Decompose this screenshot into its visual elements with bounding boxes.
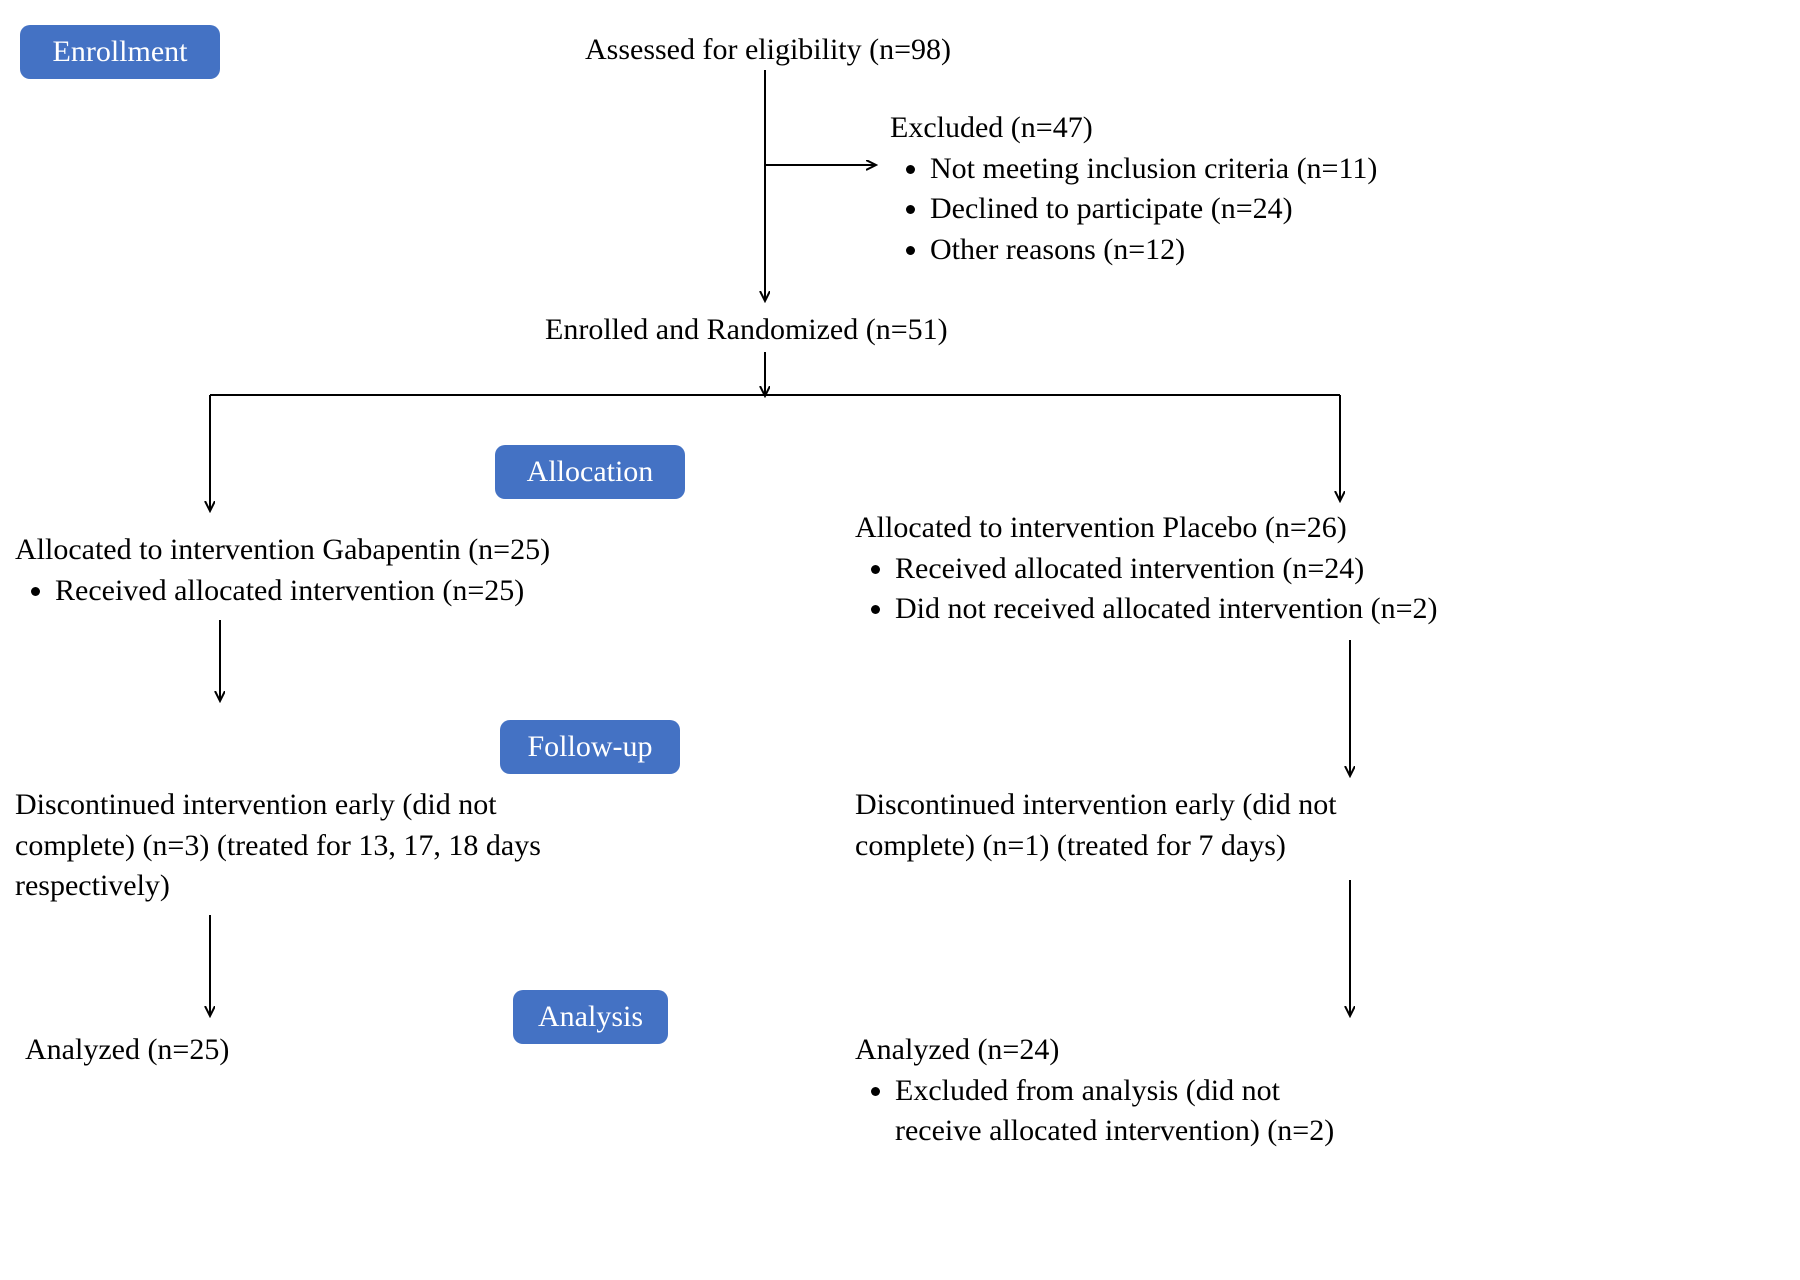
node-alloc-left-bullets: Received allocated intervention (n=25) [15,571,625,612]
node-alloc-right-bullets: Received allocated intervention (n=24) D… [855,549,1495,630]
node-disc-left: Discontinued intervention early (did not… [15,785,575,907]
node-excluded-bullets: Not meeting inclusion criteria (n=11) De… [890,149,1510,271]
badge-analysis: Analysis [513,990,668,1044]
node-alloc-right-title: Allocated to intervention Placebo (n=26) [855,508,1495,549]
node-analyzed-right-title: Analyzed (n=24) [855,1030,1415,1071]
list-item: Excluded from analysis (did not receive … [895,1071,1355,1152]
list-item: Not meeting inclusion criteria (n=11) [930,149,1510,190]
node-enrolled: Enrolled and Randomized (n=51) [545,310,948,351]
badge-allocation-label: Allocation [527,455,654,488]
node-assessed: Assessed for eligibility (n=98) [585,30,951,71]
badge-analysis-label: Analysis [538,1000,643,1033]
node-alloc-left: Allocated to intervention Gabapentin (n=… [15,530,625,611]
badge-enrollment-label: Enrollment [53,35,188,68]
list-item: Did not received allocated intervention … [895,589,1495,630]
node-disc-right: Discontinued intervention early (did not… [855,785,1415,866]
list-item: Received allocated intervention (n=25) [55,571,625,612]
badge-enrollment: Enrollment [20,25,220,79]
badge-followup: Follow-up [500,720,680,774]
node-analyzed-right: Analyzed (n=24) Excluded from analysis (… [855,1030,1415,1152]
list-item: Declined to participate (n=24) [930,189,1510,230]
node-analyzed-right-bullets: Excluded from analysis (did not receive … [855,1071,1415,1152]
list-item: Other reasons (n=12) [930,230,1510,271]
list-item: Received allocated intervention (n=24) [895,549,1495,590]
node-alloc-left-title: Allocated to intervention Gabapentin (n=… [15,530,625,571]
node-alloc-right: Allocated to intervention Placebo (n=26)… [855,508,1495,630]
node-analyzed-left: Analyzed (n=25) [25,1030,229,1071]
node-excluded: Excluded (n=47) Not meeting inclusion cr… [890,108,1510,270]
node-excluded-title: Excluded (n=47) [890,108,1510,149]
badge-followup-label: Follow-up [527,730,652,763]
badge-allocation: Allocation [495,445,685,499]
